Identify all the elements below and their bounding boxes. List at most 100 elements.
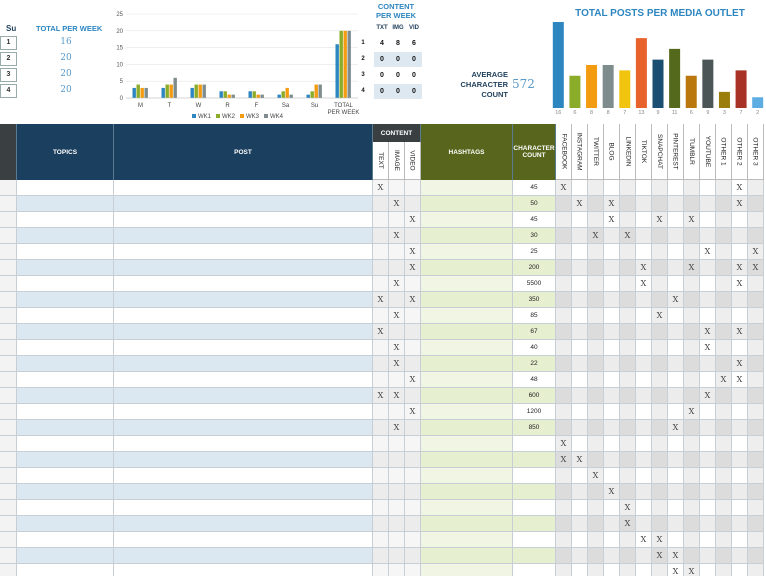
outlet-cell-youtube[interactable] xyxy=(700,276,716,292)
outlet-cell-other-2[interactable]: X xyxy=(732,180,748,196)
outlet-cell-other-2[interactable] xyxy=(732,420,748,436)
outlet-cell-linkedin[interactable] xyxy=(620,420,636,436)
outlet-cell-blog[interactable]: X xyxy=(604,484,620,500)
outlet-cell-snapchat[interactable] xyxy=(652,372,668,388)
outlet-cell-tiktok[interactable] xyxy=(636,292,652,308)
outlet-cell-other-2[interactable] xyxy=(732,404,748,420)
outlet-cell-tumblr[interactable] xyxy=(684,372,700,388)
outlet-cell-linkedin[interactable] xyxy=(620,436,636,452)
outlet-cell-other-2[interactable] xyxy=(732,388,748,404)
hashtags-cell[interactable] xyxy=(421,436,513,452)
outlet-cell-tiktok[interactable] xyxy=(636,340,652,356)
outlet-cell-twitter[interactable] xyxy=(588,500,604,516)
outlet-cell-tiktok[interactable] xyxy=(636,244,652,260)
outlet-cell-snapchat[interactable] xyxy=(652,340,668,356)
outlet-cell-facebook[interactable] xyxy=(556,548,572,564)
hashtags-cell[interactable] xyxy=(421,372,513,388)
hashtags-cell[interactable] xyxy=(421,420,513,436)
outlet-cell-blog[interactable] xyxy=(604,228,620,244)
hashtags-cell[interactable] xyxy=(421,276,513,292)
content-image-cell[interactable] xyxy=(389,436,405,452)
outlet-cell-tumblr[interactable]: X xyxy=(684,260,700,276)
outlet-cell-other-1[interactable] xyxy=(716,180,732,196)
content-video-cell[interactable] xyxy=(405,228,421,244)
outlet-cell-tumblr[interactable] xyxy=(684,244,700,260)
hashtags-cell[interactable] xyxy=(421,212,513,228)
outlet-cell-snapchat[interactable] xyxy=(652,388,668,404)
outlet-cell-twitter[interactable] xyxy=(588,212,604,228)
topic-cell[interactable] xyxy=(17,324,114,340)
content-text-cell[interactable] xyxy=(373,436,389,452)
content-text-cell[interactable] xyxy=(373,500,389,516)
outlet-cell-other-1[interactable] xyxy=(716,564,732,576)
outlet-cell-other-3[interactable]: X xyxy=(748,260,764,276)
outlet-cell-snapchat[interactable] xyxy=(652,404,668,420)
outlet-cell-pinterest[interactable] xyxy=(668,276,684,292)
outlet-cell-other-3[interactable] xyxy=(748,500,764,516)
outlet-cell-snapchat[interactable]: X xyxy=(652,212,668,228)
outlet-cell-linkedin[interactable] xyxy=(620,356,636,372)
outlet-cell-other-2[interactable]: X xyxy=(732,276,748,292)
hashtags-cell[interactable] xyxy=(421,452,513,468)
outlet-cell-snapchat[interactable] xyxy=(652,452,668,468)
outlet-cell-tumblr[interactable]: X xyxy=(684,404,700,420)
content-text-cell[interactable] xyxy=(373,484,389,500)
content-video-cell[interactable] xyxy=(405,548,421,564)
outlet-cell-pinterest[interactable] xyxy=(668,340,684,356)
content-text-cell[interactable]: X xyxy=(373,180,389,196)
topic-cell[interactable] xyxy=(17,356,114,372)
hashtags-cell[interactable] xyxy=(421,500,513,516)
outlet-cell-youtube[interactable] xyxy=(700,548,716,564)
outlet-cell-facebook[interactable] xyxy=(556,212,572,228)
outlet-cell-other-1[interactable] xyxy=(716,516,732,532)
outlet-cell-linkedin[interactable] xyxy=(620,324,636,340)
outlet-cell-youtube[interactable] xyxy=(700,516,716,532)
hashtags-cell[interactable] xyxy=(421,468,513,484)
outlet-cell-other-2[interactable] xyxy=(732,452,748,468)
outlet-cell-instagram[interactable] xyxy=(572,436,588,452)
outlet-cell-other-3[interactable] xyxy=(748,388,764,404)
post-cell[interactable] xyxy=(114,436,373,452)
outlet-cell-tiktok[interactable] xyxy=(636,324,652,340)
content-video-cell[interactable] xyxy=(405,196,421,212)
outlet-cell-pinterest[interactable] xyxy=(668,212,684,228)
outlet-cell-instagram[interactable] xyxy=(572,532,588,548)
outlet-cell-linkedin[interactable] xyxy=(620,388,636,404)
outlet-cell-blog[interactable]: X xyxy=(604,212,620,228)
outlet-cell-other-1[interactable] xyxy=(716,484,732,500)
outlet-cell-linkedin[interactable]: X xyxy=(620,516,636,532)
outlet-cell-other-1[interactable] xyxy=(716,324,732,340)
outlet-cell-blog[interactable] xyxy=(604,548,620,564)
outlet-cell-twitter[interactable] xyxy=(588,260,604,276)
outlet-cell-instagram[interactable] xyxy=(572,244,588,260)
outlet-cell-facebook[interactable] xyxy=(556,324,572,340)
outlet-cell-other-3[interactable] xyxy=(748,516,764,532)
outlet-cell-instagram[interactable] xyxy=(572,180,588,196)
outlet-cell-linkedin[interactable] xyxy=(620,564,636,576)
post-cell[interactable] xyxy=(114,180,373,196)
content-text-cell[interactable] xyxy=(373,196,389,212)
outlet-cell-other-3[interactable] xyxy=(748,180,764,196)
outlet-cell-youtube[interactable] xyxy=(700,356,716,372)
post-cell[interactable] xyxy=(114,308,373,324)
outlet-cell-facebook[interactable] xyxy=(556,292,572,308)
outlet-cell-tumblr[interactable]: X xyxy=(684,564,700,576)
topic-cell[interactable] xyxy=(17,292,114,308)
content-image-cell[interactable] xyxy=(389,564,405,576)
hashtags-cell[interactable] xyxy=(421,532,513,548)
hashtags-cell[interactable] xyxy=(421,196,513,212)
content-image-cell[interactable] xyxy=(389,500,405,516)
outlet-cell-snapchat[interactable] xyxy=(652,484,668,500)
outlet-cell-facebook[interactable]: X xyxy=(556,436,572,452)
outlet-cell-other-1[interactable] xyxy=(716,260,732,276)
outlet-cell-other-3[interactable] xyxy=(748,548,764,564)
outlet-cell-other-2[interactable] xyxy=(732,468,748,484)
outlet-cell-other-3[interactable] xyxy=(748,564,764,576)
outlet-cell-blog[interactable] xyxy=(604,292,620,308)
outlet-cell-other-3[interactable]: X xyxy=(748,244,764,260)
content-text-cell[interactable] xyxy=(373,260,389,276)
outlet-cell-tiktok[interactable] xyxy=(636,452,652,468)
outlet-cell-facebook[interactable] xyxy=(556,308,572,324)
content-video-cell[interactable] xyxy=(405,516,421,532)
outlet-cell-tiktok[interactable] xyxy=(636,308,652,324)
